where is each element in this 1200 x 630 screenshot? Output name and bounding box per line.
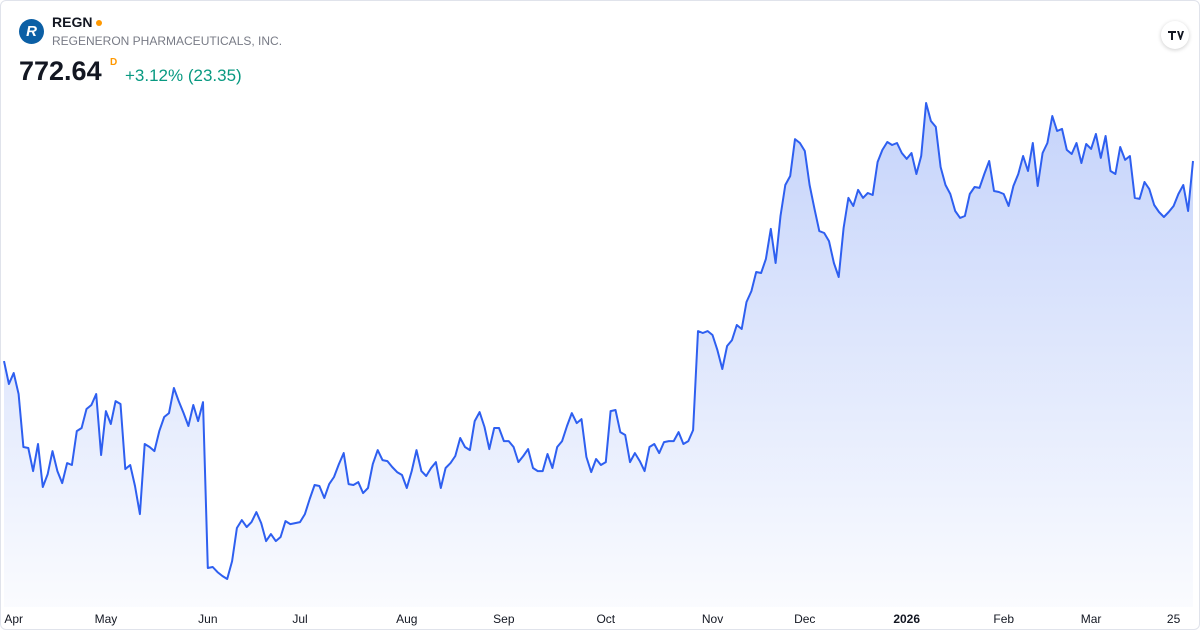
x-tick-label: Oct [596,612,615,626]
logo: R [19,19,44,44]
company-name: REGENERON PHARMACEUTICALS, INC. [52,34,283,48]
x-tick-label: Aug [396,612,417,626]
x-tick-label: Dec [794,612,815,626]
x-tick-label: Apr [4,612,23,626]
x-tick-label: May [95,612,118,626]
header: R REGN REGENERON PHARMACEUTICALS, INC. 7… [19,13,1189,93]
price-line [3,102,1194,580]
x-tick-label: Jun [198,612,217,626]
market-status-dot [96,20,103,27]
x-tick-label: Jul [292,612,307,626]
x-tick-label: 25 [1167,612,1181,626]
x-tick-label: Nov [702,612,723,626]
area-fill [4,103,1193,607]
tv-icon [1168,31,1184,40]
symbol[interactable]: REGN [52,14,103,30]
x-tick-label: Feb [993,612,1014,626]
symbol-text[interactable]: REGN [52,14,93,30]
x-tick-label: Mar [1081,612,1102,626]
change: +3.12% (23.35) [125,66,242,85]
x-tick-label: Sep [493,612,515,626]
tradingview-logo[interactable] [1161,21,1189,49]
interval: D [110,57,118,68]
price: 772.64 [19,56,102,86]
x-tick-label: 2026 [893,612,920,626]
